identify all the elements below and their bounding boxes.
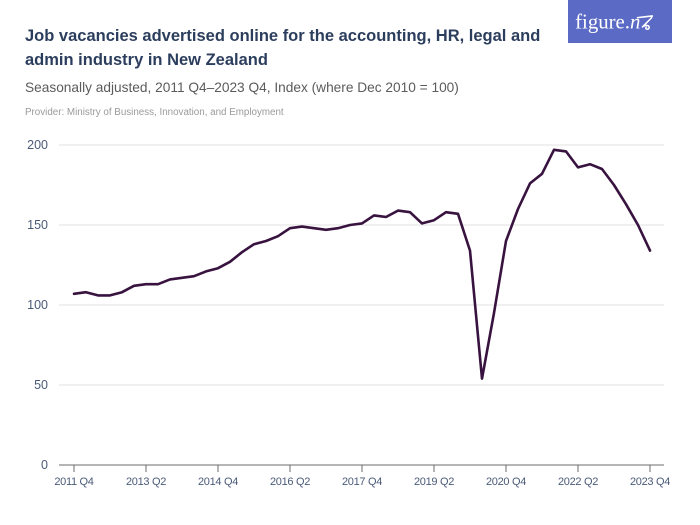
svg-text:0: 0 <box>41 458 48 472</box>
svg-text:2013 Q2: 2013 Q2 <box>126 476 166 488</box>
svg-text:150: 150 <box>27 218 48 232</box>
svg-text:100: 100 <box>27 298 48 312</box>
svg-text:200: 200 <box>27 138 48 152</box>
svg-text:2017 Q4: 2017 Q4 <box>342 476 382 488</box>
svg-text:2020 Q4: 2020 Q4 <box>486 476 526 488</box>
svg-text:50: 50 <box>34 378 48 392</box>
svg-text:2023 Q4: 2023 Q4 <box>630 476 670 488</box>
svg-text:2019 Q2: 2019 Q2 <box>414 476 454 488</box>
svg-text:2016 Q2: 2016 Q2 <box>270 476 310 488</box>
svg-text:2014 Q4: 2014 Q4 <box>198 476 238 488</box>
svg-text:2011 Q4: 2011 Q4 <box>54 476 93 488</box>
svg-text:2022 Q2: 2022 Q2 <box>558 476 598 488</box>
